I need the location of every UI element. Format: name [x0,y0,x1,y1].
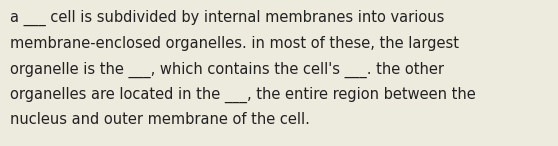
Text: nucleus and outer membrane of the cell.: nucleus and outer membrane of the cell. [10,112,310,127]
Text: a ___ cell is subdivided by internal membranes into various: a ___ cell is subdivided by internal mem… [10,10,444,26]
Text: membrane-enclosed organelles. in most of these, the largest: membrane-enclosed organelles. in most of… [10,36,459,51]
Text: organelles are located in the ___, the entire region between the: organelles are located in the ___, the e… [10,87,476,103]
Text: organelle is the ___, which contains the cell's ___. the other: organelle is the ___, which contains the… [10,61,444,78]
